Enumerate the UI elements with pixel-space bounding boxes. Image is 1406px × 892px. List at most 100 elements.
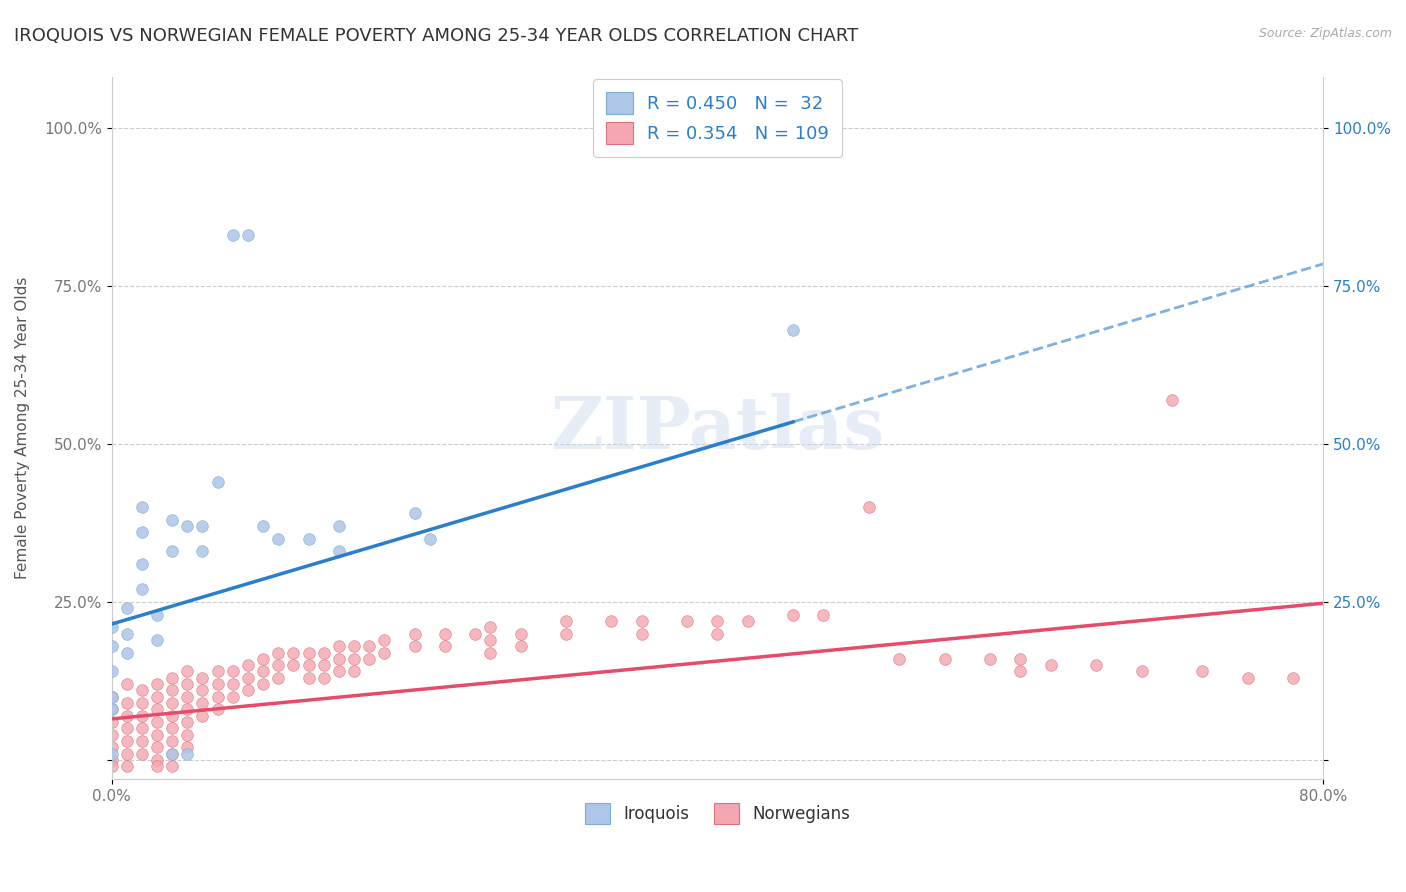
Point [267,671,290,685]
Point [115,646,138,660]
Point [100,690,122,704]
Point [115,747,138,761]
Point [100,753,122,767]
Point [115,601,138,615]
Point [1039,658,1062,673]
Point [176,728,198,742]
Point [312,671,335,685]
Point [131,500,153,515]
Point [297,646,319,660]
Text: ZIPatlas: ZIPatlas [550,392,884,464]
Point [312,646,335,660]
Point [630,626,652,640]
Point [146,759,169,773]
Point [343,665,366,679]
Point [131,734,153,748]
Point [343,639,366,653]
Point [236,658,259,673]
Point [100,702,122,716]
Point [100,740,122,755]
Point [131,582,153,597]
Point [176,677,198,691]
Point [236,683,259,698]
Text: Source: ZipAtlas.com: Source: ZipAtlas.com [1258,27,1392,40]
Point [433,639,456,653]
Point [146,702,169,716]
Point [131,696,153,710]
Point [782,607,804,622]
Point [146,677,169,691]
Point [509,626,531,640]
Point [100,702,122,716]
Point [176,665,198,679]
Point [555,626,578,640]
Point [191,683,214,698]
Point [312,658,335,673]
Point [207,702,229,716]
Point [479,646,502,660]
Point [222,228,245,243]
Point [115,759,138,773]
Point [146,632,169,647]
Point [100,639,122,653]
Point [373,632,395,647]
Point [858,500,880,515]
Point [328,652,350,666]
Point [979,652,1001,666]
Point [359,639,381,653]
Point [146,753,169,767]
Point [1282,671,1305,685]
Point [176,747,198,761]
Point [328,665,350,679]
Point [207,677,229,691]
Point [191,696,214,710]
Point [131,708,153,723]
Point [176,519,198,533]
Point [479,632,502,647]
Point [328,639,350,653]
Point [160,696,183,710]
Point [1085,658,1108,673]
Point [191,671,214,685]
Point [146,714,169,729]
Point [433,626,456,640]
Point [160,671,183,685]
Point [1010,665,1032,679]
Point [222,665,245,679]
Point [191,708,214,723]
Point [297,532,319,546]
Point [297,671,319,685]
Point [1236,671,1258,685]
Point [359,652,381,666]
Point [1010,652,1032,666]
Point [115,696,138,710]
Point [131,747,153,761]
Point [160,747,183,761]
Point [222,677,245,691]
Point [297,658,319,673]
Point [191,544,214,558]
Point [706,626,728,640]
Point [252,677,274,691]
Point [236,228,259,243]
Point [252,652,274,666]
Point [283,658,305,673]
Point [328,544,350,558]
Point [115,722,138,736]
Point [160,513,183,527]
Point [343,652,366,666]
Point [1160,392,1182,407]
Point [813,607,835,622]
Point [146,607,169,622]
Point [600,614,623,628]
Point [404,626,426,640]
Point [100,690,122,704]
Point [100,747,122,761]
Point [176,714,198,729]
Point [207,665,229,679]
Point [328,519,350,533]
Point [115,708,138,723]
Point [267,646,290,660]
Point [252,665,274,679]
Point [207,690,229,704]
